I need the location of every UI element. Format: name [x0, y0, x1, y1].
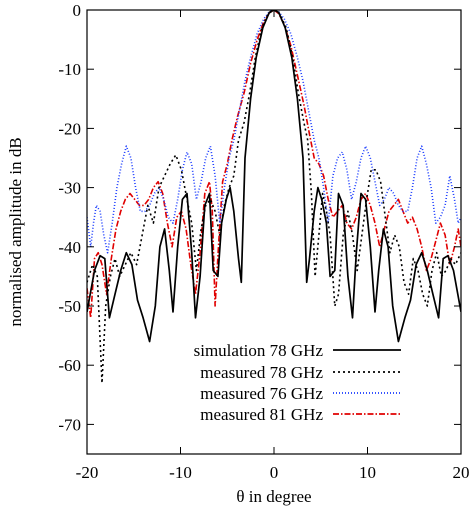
x-tick-label: 0	[270, 463, 279, 482]
plot-area	[87, 10, 461, 384]
legend-label-2: measured 76 GHz	[200, 384, 323, 403]
y-tick-label: -20	[58, 119, 81, 138]
y-axis-label: normalised amplitude in dB	[6, 137, 25, 326]
series-line-3	[87, 10, 461, 319]
y-tick-label: 0	[73, 1, 82, 20]
tick-labels: -20 -10 0 10 20 0 -10 -20 -30 -40 -50 -60 -70	[58, 1, 469, 482]
x-tick-label: 10	[359, 463, 376, 482]
x-tick-label: -10	[169, 463, 192, 482]
y-tick-label: -60	[58, 356, 81, 375]
y-tick-label: -70	[58, 415, 81, 434]
legend-label-1: measured 78 GHz	[200, 363, 323, 382]
y-tick-label: -40	[58, 238, 81, 257]
plot-frame	[86, 9, 462, 455]
y-tick-label: -10	[58, 60, 81, 79]
x-axis-label: θ in degree	[236, 487, 311, 506]
legend-label-3: measured 81 GHz	[200, 405, 323, 424]
y-tick-label: -30	[58, 179, 81, 198]
series-line-0	[87, 10, 461, 343]
legend-label-0: simulation 78 GHz	[194, 341, 324, 360]
series-line-1	[87, 10, 461, 384]
x-tick-label: 20	[453, 463, 470, 482]
y-tick-label: -50	[58, 297, 81, 316]
x-tick-label: -20	[76, 463, 99, 482]
legend: simulation 78 GHz measured 78 GHz measured…	[194, 341, 401, 424]
